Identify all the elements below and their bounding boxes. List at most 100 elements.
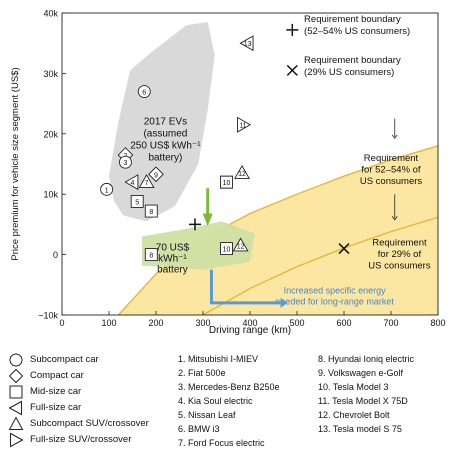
ev-2017-point-3 [118, 155, 132, 169]
ev-2017-point-label-13: 13 [244, 41, 252, 48]
legend-model-item: 6. BMW i3 [178, 424, 220, 434]
yellow-requirement-region [118, 145, 438, 315]
ev-70-point-8 [144, 248, 158, 262]
x-tick-label-300: 300 [195, 318, 210, 328]
ev-2017-point-4 [124, 174, 139, 191]
triangle-legend-icon [8, 416, 24, 432]
legend-model-item: 3. Mercedes-Benz B250e [178, 382, 280, 392]
legend-model-item: 9. Volkswagen e-Golf [318, 368, 404, 378]
legend-model-item: 10. Tesla Model 3 [318, 382, 389, 392]
legend-shape-label: Compact car [30, 370, 84, 381]
x-tick-label-600: 600 [336, 318, 351, 328]
y-tick-label-30000: 30k [43, 69, 58, 79]
req-29-label-line-2: for 29% of [378, 249, 422, 260]
x-axis-label: Driving range (km) [209, 325, 291, 336]
y-tick-label-20000: 20k [43, 129, 58, 139]
x-tick-label-400: 400 [242, 318, 257, 328]
boundary-curve-52-54 [117, 145, 438, 315]
x-tick-label-100: 100 [101, 318, 116, 328]
circle-legend-icon [8, 352, 24, 368]
blue-arrow-shaft [209, 269, 281, 305]
req-29-label-line-1: Requirement [372, 238, 427, 249]
ev-70-point-10 [220, 242, 233, 256]
blue-arrowhead [280, 297, 288, 308]
plus-marker-52-54 [189, 218, 202, 231]
ev-70-point-label-8: 8 [149, 253, 153, 260]
ev-2017-point-11 [237, 116, 252, 133]
legend-model-item: 12. Chevrolet Bolt [318, 410, 390, 420]
legend-shape-label: Subcompact SUV/crossover [30, 418, 149, 429]
legend-plus-symbol [286, 23, 299, 36]
req-52-label-line-2: for 52–54% of [361, 164, 421, 175]
diamond-legend-icon [8, 368, 24, 384]
cloud-label-line-2: (assumed [143, 129, 187, 140]
legend-shape-label: Subcompact car [30, 354, 99, 365]
legend-shape-label: Mid-size car [30, 386, 82, 397]
x-tick-label-500: 500 [289, 318, 304, 328]
y-tick-label-40000: 40k [43, 9, 58, 19]
ev-2017-point-13 [239, 35, 254, 52]
cloud-label-line-1: 2017 EVs [144, 117, 187, 128]
tri-right-legend-icon [8, 432, 24, 448]
ev-2017-point-7 [138, 174, 155, 188]
x-tick-label-700: 700 [383, 318, 398, 328]
ev-2017-cloud [109, 22, 215, 222]
legend-model-item: 5. Nissan Leaf [178, 410, 236, 420]
x-tick-label-200: 200 [148, 318, 163, 328]
req-29-label-line-3: US consumers [368, 261, 431, 272]
legend-model-item: 7. Ford Focus electric [178, 438, 265, 448]
req-29-arrowhead [391, 216, 398, 221]
legend-model-item: 8. Hyundai Ioniq electric [318, 354, 415, 364]
y-tick-label-10000: 10k [43, 190, 58, 200]
ev-2017-point-label-11: 11 [239, 123, 246, 130]
square-legend-icon [8, 384, 24, 400]
legend: Subcompact car Compact car Mid-size car Ful… [0, 340, 456, 458]
ev-2017-point-6 [137, 85, 151, 98]
ev-2017-point-label-6: 6 [142, 90, 146, 97]
cloud-label-line-4: battery) [148, 153, 182, 164]
legend-x-symbol [286, 64, 298, 76]
ev-70-point-12 [232, 237, 249, 252]
legend-model-item: 2. Fiat 500e [178, 368, 226, 378]
req-52-label-line-1: Requirement [364, 153, 419, 164]
green-arrowhead [202, 213, 213, 227]
ev-2017-point-label-5: 5 [135, 199, 139, 206]
y-tick-label-0: 0 [53, 250, 58, 260]
cloud-label-line-3: 250 US$ kWh⁻¹ [130, 141, 201, 152]
ev-2017-point-8 [144, 204, 158, 218]
ev-2017-point-label-12: 12 [238, 171, 246, 178]
ev-2017-point-9 [148, 166, 164, 183]
ev-2017-point-label-9: 9 [154, 172, 158, 179]
req-52-label-line-3: US consumers [360, 176, 423, 187]
ev-2017-point-label-3: 3 [123, 160, 127, 167]
ev-2017-point-label-8: 8 [149, 209, 153, 216]
ev-70-point-label-12: 12 [237, 244, 245, 251]
ev-2017-point-label-1: 1 [105, 187, 109, 194]
legend-req-x-line-2: (29% US consumers) [304, 67, 394, 78]
chart: 0 100 200 300 400 500 600 700 800−10k010k20k30k4… [10, 9, 446, 337]
ev-70-point-label-10: 10 [223, 247, 231, 254]
ev-2017-point-12 [234, 164, 250, 179]
battery-70-label-line-2: kWh⁻¹ [158, 253, 187, 264]
boundary-curve-29 [202, 216, 438, 315]
battery-70-cloud [141, 221, 255, 270]
increased-label-line-1: Increased specific energy [284, 285, 387, 295]
battery-70-label-line-3: battery [157, 264, 188, 275]
req-52-arrowhead [391, 134, 398, 140]
x-marker-29 [338, 243, 350, 255]
ev-2017-point-label-10: 10 [223, 180, 231, 187]
legend-req-x-line-1: Requirement boundary [304, 55, 401, 66]
legend-shape-label: Full-size SUV/crossover [30, 434, 132, 445]
legend-shape-label: Full-size car [30, 402, 82, 413]
battery-70-label-line-1: 70 US$ [156, 242, 190, 253]
x-tick-label-0: 0 [59, 318, 64, 328]
tri-left-legend-icon [8, 400, 24, 416]
legend-req-plus-line-1: Requirement boundary [304, 14, 401, 25]
legend-req-plus-line-2: (52–54% US consumers) [304, 26, 410, 37]
ev-2017-point-10 [220, 175, 233, 189]
ev-2017-point-5 [130, 194, 144, 208]
increased-label-line-2: needed for long-range market [275, 296, 394, 306]
ev-2017-point-label-4: 4 [131, 180, 135, 187]
legend-model-item: 4. Kia Soul electric [178, 396, 253, 406]
legend-model-item: 1. Mitsubishi I-MIEV [178, 354, 259, 364]
